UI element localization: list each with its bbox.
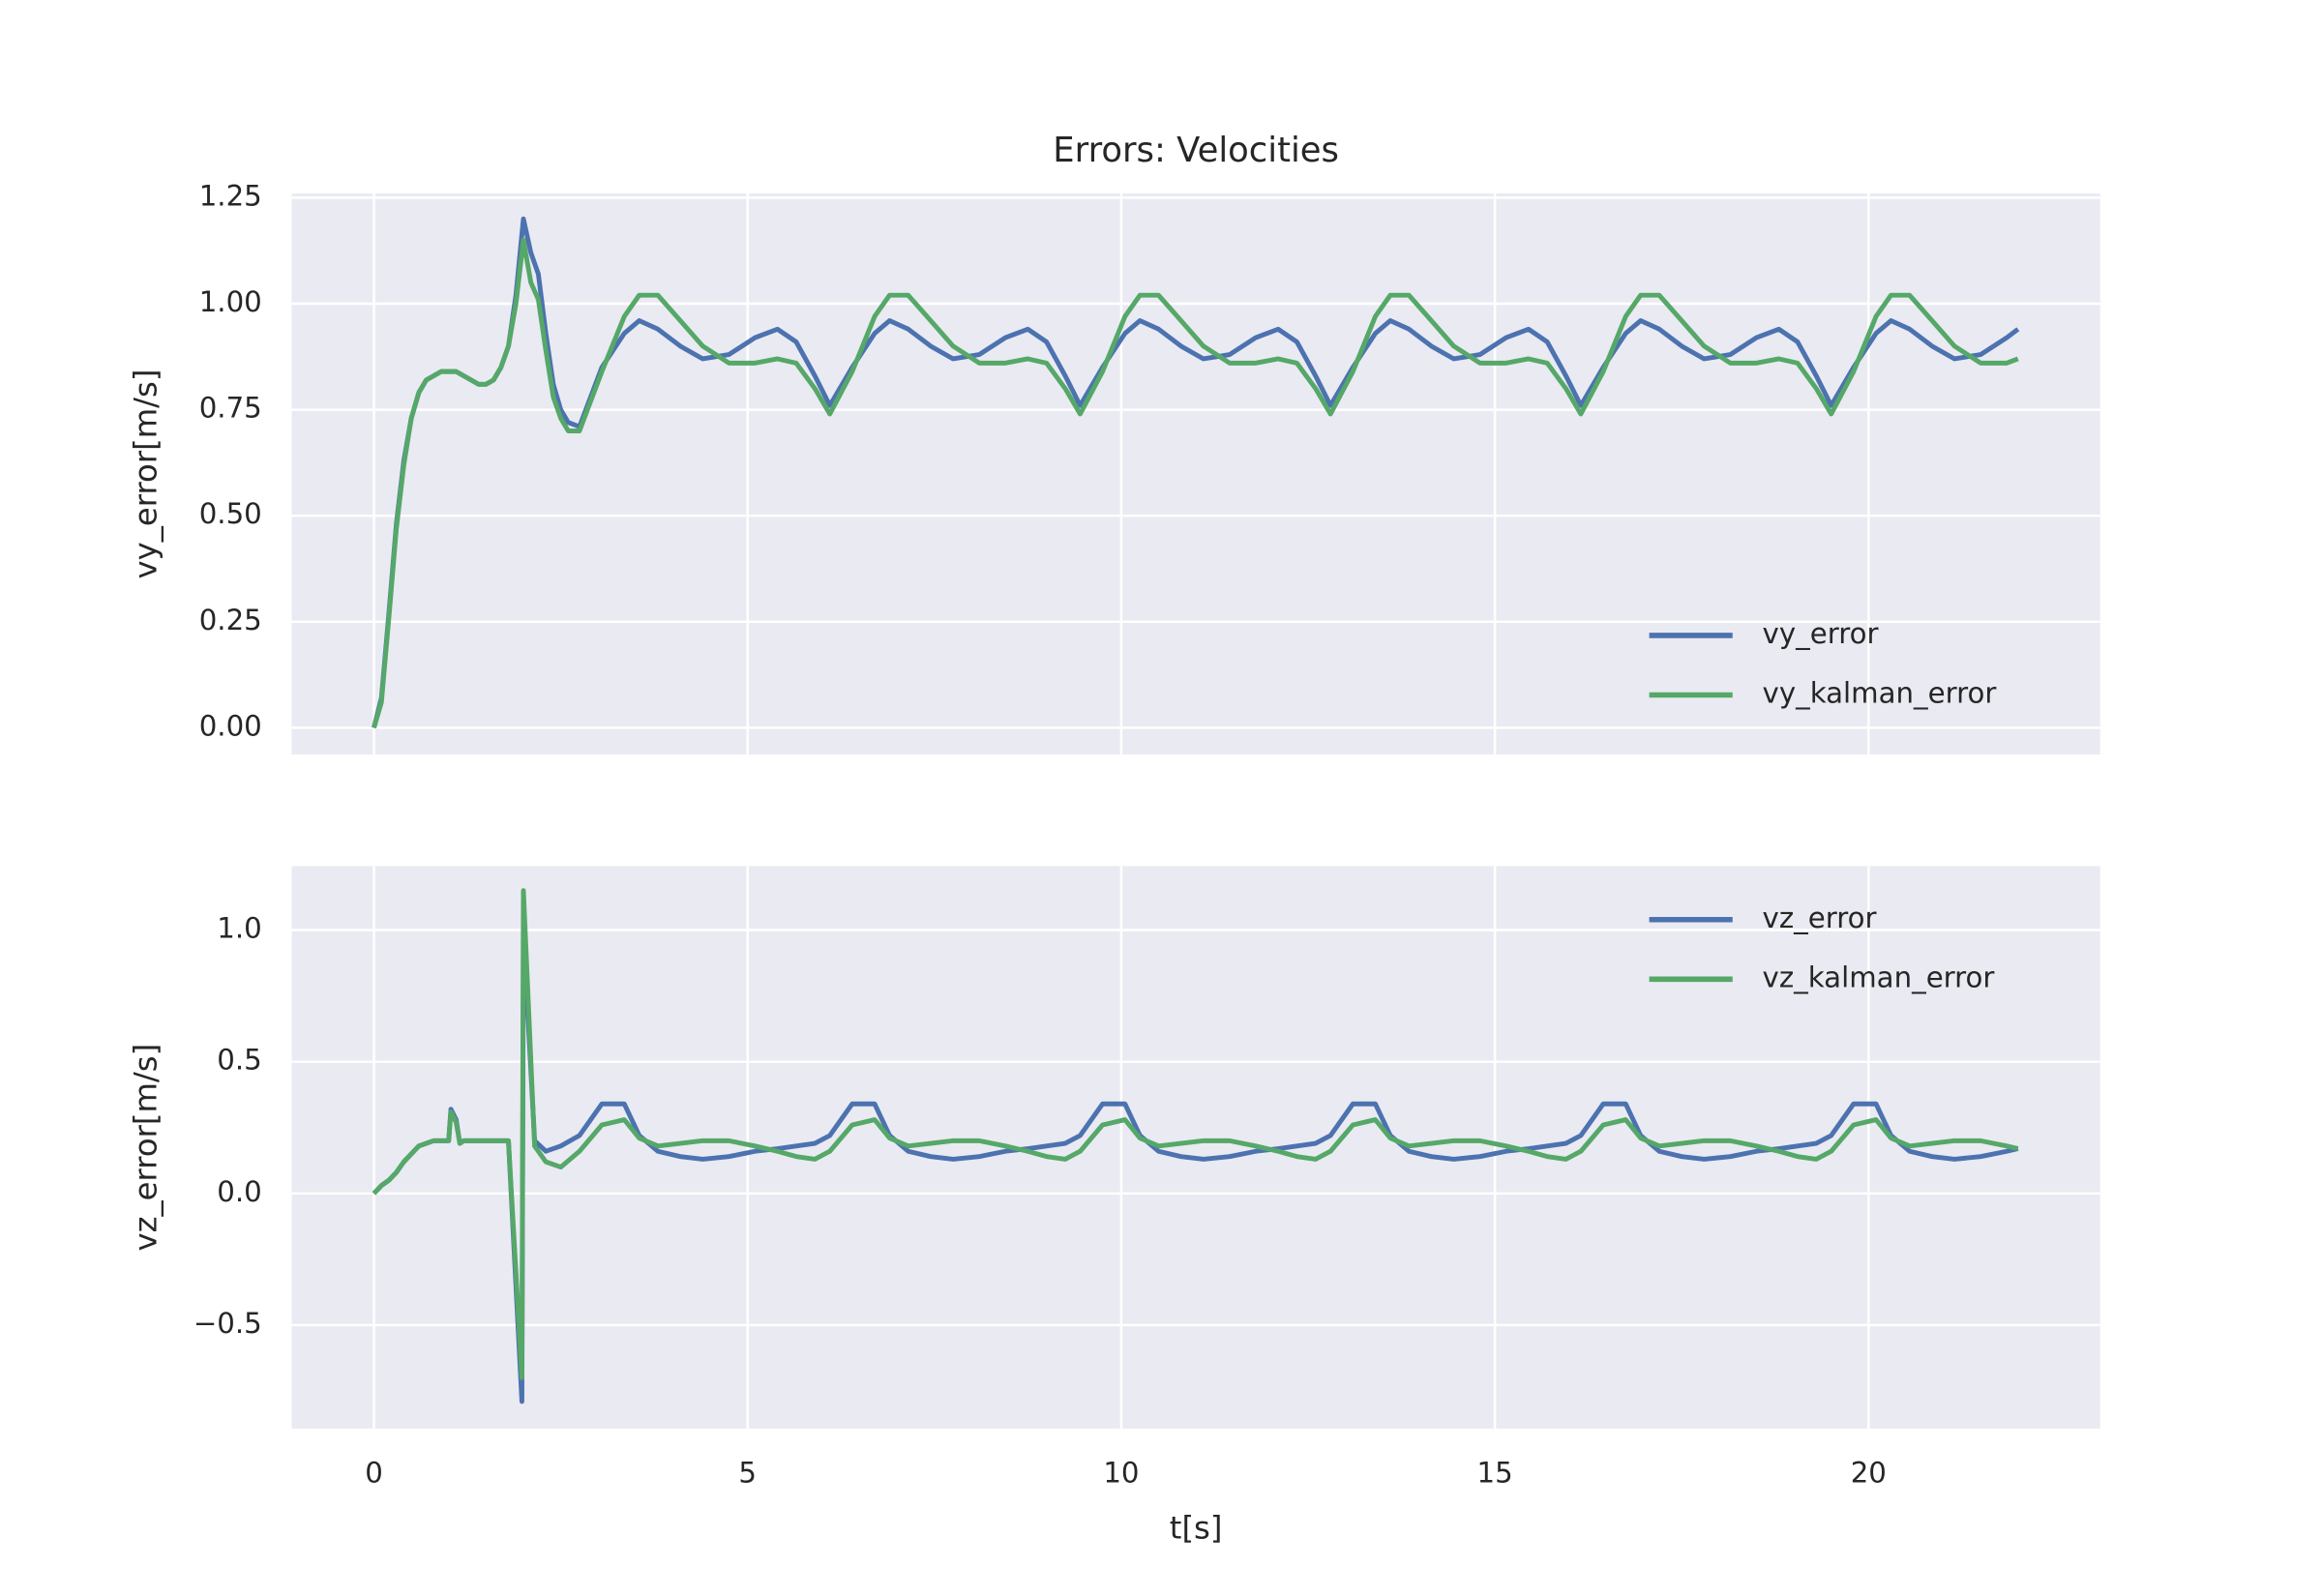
x-axis-label: t[s] [1170, 1510, 1223, 1547]
y-tick-label: 0.75 [199, 392, 262, 425]
legend-label: vy_kalman_error [1763, 676, 1998, 709]
y-tick-label: 1.0 [217, 912, 261, 945]
x-tick-label: 20 [1851, 1457, 1887, 1490]
x-tick-label: 15 [1477, 1457, 1513, 1490]
y-axis-label: vy_error[m/s] [127, 369, 164, 579]
x-tick-label: 0 [365, 1457, 383, 1490]
y-tick-label: 1.25 [199, 179, 262, 212]
y-tick-label: 1.00 [199, 285, 262, 318]
y-tick-label: 0.5 [217, 1044, 261, 1077]
y-tick-label: 0.50 [199, 497, 262, 530]
x-tick-label: 10 [1103, 1457, 1139, 1490]
plot-area [291, 193, 2100, 754]
y-tick-label: 0.25 [199, 604, 262, 636]
data-line [372, 888, 2019, 1380]
legend-label: vz_error [1763, 901, 1878, 934]
y-axis-label: vz_error[m/s] [127, 1044, 164, 1252]
y-tick-label: 0.00 [199, 709, 262, 742]
legend-label: vy_error [1763, 617, 1880, 650]
x-tick-label: 5 [738, 1457, 757, 1490]
legend-label: vz_kalman_error [1763, 961, 1996, 993]
y-tick-label: 0.0 [217, 1175, 261, 1208]
chart-title: Errors: Velocities [1053, 131, 1339, 170]
y-tick-label: −0.5 [194, 1307, 262, 1340]
data-line [372, 237, 2019, 729]
